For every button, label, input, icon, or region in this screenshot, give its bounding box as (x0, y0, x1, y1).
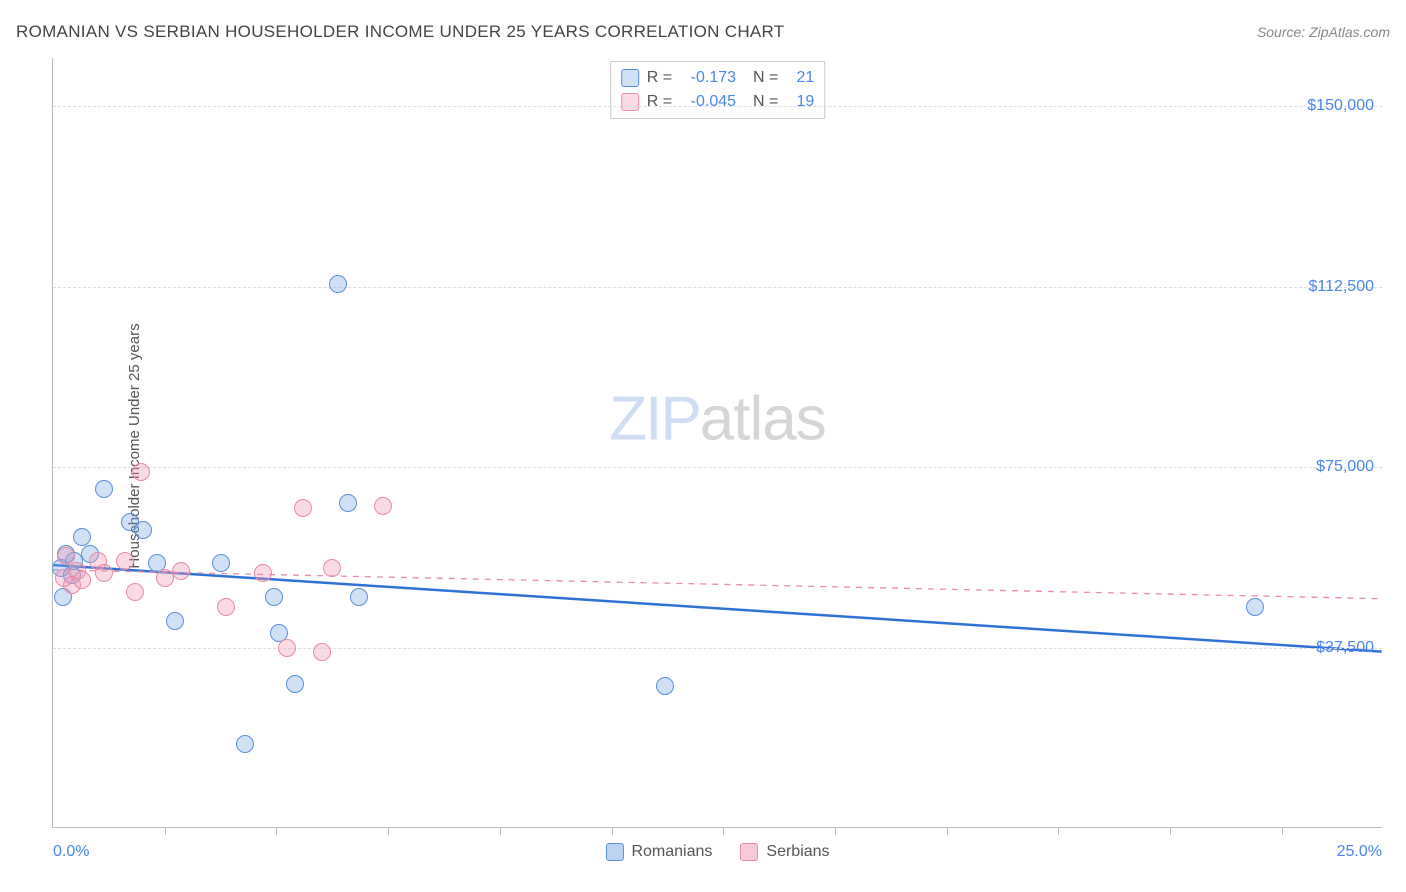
legend-swatch-icon (621, 93, 639, 111)
stat-n-label: N = (744, 90, 778, 114)
x-axis-min-label: 0.0% (53, 843, 89, 861)
data-point (323, 559, 341, 577)
data-point (374, 497, 392, 515)
data-point (73, 528, 91, 546)
y-tick-label: $37,500 (1316, 639, 1374, 657)
data-point (95, 564, 113, 582)
x-axis-max-label: 25.0% (1337, 843, 1382, 861)
data-point (254, 564, 272, 582)
data-point (172, 562, 190, 580)
data-point (212, 554, 230, 572)
data-point (116, 552, 134, 570)
stat-r-label: R = (647, 90, 672, 114)
data-point (313, 643, 331, 661)
legend-swatch-icon (605, 843, 623, 861)
gridline (53, 106, 1382, 107)
gridline (53, 467, 1382, 468)
legend-item: Romanians (605, 843, 712, 861)
x-tick (1282, 827, 1283, 835)
data-point (656, 677, 674, 695)
data-point (286, 675, 304, 693)
data-point (132, 463, 150, 481)
stat-n-value: 19 (786, 90, 814, 114)
stat-n-label: N = (744, 66, 778, 90)
x-tick (947, 827, 948, 835)
legend-item: Serbians (740, 843, 829, 861)
x-tick (388, 827, 389, 835)
legend-label: Serbians (766, 843, 829, 861)
correlation-row: R = -0.045 N = 19 (621, 90, 815, 114)
data-point (350, 588, 368, 606)
x-tick (612, 827, 613, 835)
correlation-row: R = -0.173 N = 21 (621, 66, 815, 90)
watermark: ZIPatlas (609, 384, 825, 455)
y-tick-label: $75,000 (1316, 458, 1374, 476)
data-point (236, 735, 254, 753)
data-point (73, 571, 91, 589)
data-point (217, 598, 235, 616)
data-point (265, 588, 283, 606)
title-bar: ROMANIAN VS SERBIAN HOUSEHOLDER INCOME U… (16, 22, 1390, 42)
data-point (95, 480, 113, 498)
data-point (166, 612, 184, 630)
regression-lines (53, 58, 1382, 827)
x-tick (1170, 827, 1171, 835)
legend-swatch-icon (740, 843, 758, 861)
gridline (53, 287, 1382, 288)
chart-title: ROMANIAN VS SERBIAN HOUSEHOLDER INCOME U… (16, 22, 785, 42)
data-point (329, 275, 347, 293)
watermark-atlas: atlas (700, 385, 826, 454)
x-tick (835, 827, 836, 835)
stat-r-value: -0.173 (680, 66, 736, 90)
data-point (1246, 598, 1264, 616)
series-legend: Romanians Serbians (605, 843, 829, 861)
legend-swatch-icon (621, 69, 639, 87)
stat-n-value: 21 (786, 66, 814, 90)
data-point (278, 639, 296, 657)
gridline (53, 648, 1382, 649)
stat-r-value: -0.045 (680, 90, 736, 114)
data-point (339, 494, 357, 512)
stat-r-label: R = (647, 66, 672, 90)
data-point (126, 583, 144, 601)
x-tick (723, 827, 724, 835)
x-tick (1058, 827, 1059, 835)
legend-label: Romanians (631, 843, 712, 861)
source-text: Source: ZipAtlas.com (1257, 24, 1390, 40)
x-tick (276, 827, 277, 835)
x-tick (500, 827, 501, 835)
y-tick-label: $112,500 (1308, 278, 1374, 296)
correlation-legend: R = -0.173 N = 21 R = -0.045 N = 19 (610, 61, 826, 119)
data-point (294, 499, 312, 517)
plot-area: ZIPatlas R =-0.173 N =21R =-0.045 N =19 … (52, 58, 1382, 828)
watermark-zip: ZIP (609, 385, 699, 454)
y-tick-label: $150,000 (1307, 97, 1374, 115)
data-point (134, 521, 152, 539)
x-tick (165, 827, 166, 835)
